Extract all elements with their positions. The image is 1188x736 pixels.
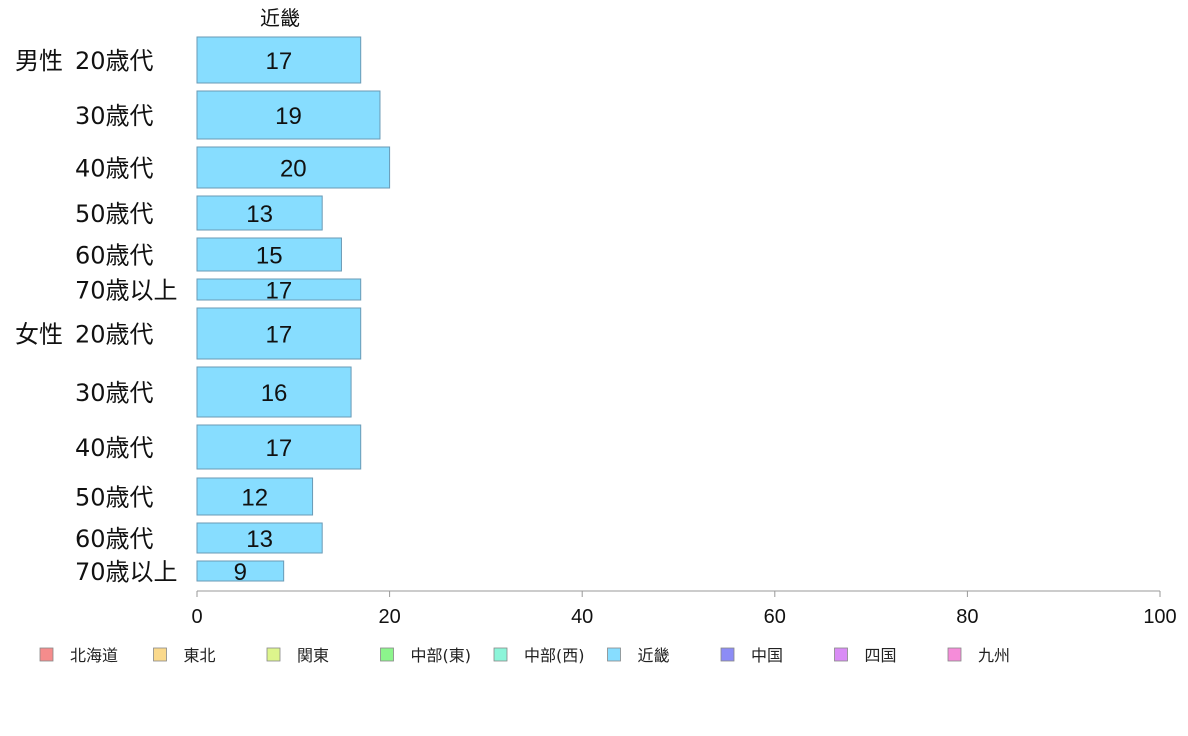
category-label: 20歳代 <box>75 321 154 349</box>
bar-value-label: 9 <box>234 559 247 586</box>
category-label: 50歳代 <box>75 484 154 512</box>
legend-swatch <box>380 647 394 662</box>
category-label: 30歳代 <box>75 102 154 130</box>
bar <box>196 560 285 582</box>
bar-value-label: 13 <box>246 201 273 228</box>
category-label: 70歳以上 <box>75 277 178 305</box>
legend-item-label: 四国 <box>865 646 897 665</box>
x-tick-label: 100 <box>1143 606 1176 628</box>
bar <box>196 146 391 189</box>
group-label: 女性 <box>15 321 63 349</box>
bar-value-label: 17 <box>266 278 293 305</box>
bar-value-label: 19 <box>275 103 302 130</box>
chart-title: 近畿 <box>260 6 300 30</box>
bar-value-label: 17 <box>266 322 293 349</box>
x-tick-label: 60 <box>764 606 786 628</box>
bar-value-label: 15 <box>256 243 283 270</box>
x-tick-label: 20 <box>378 606 400 628</box>
category-label: 40歳代 <box>75 434 154 462</box>
legend-swatch <box>39 647 54 662</box>
legend-swatch <box>834 647 848 662</box>
bar <box>196 522 323 554</box>
bar <box>196 278 362 301</box>
category-label: 70歳以上 <box>75 558 178 586</box>
legend-swatch <box>947 647 962 662</box>
bar-value-label: 17 <box>266 48 293 75</box>
bar <box>196 366 352 418</box>
x-tick-label: 80 <box>956 606 978 628</box>
legend-item-label: 九州 <box>978 646 1010 665</box>
legend-item-label: 関東 <box>297 646 329 665</box>
bar-value-label: 13 <box>246 526 273 553</box>
category-label: 50歳代 <box>75 200 154 228</box>
bar <box>196 424 362 470</box>
group-label: 男性 <box>15 47 63 75</box>
legend: 北海道 東北 関東 中部(東) 中部(西) 近畿 中国 四国 九州 <box>39 646 1010 665</box>
legend-item-label: 北海道 <box>70 646 118 665</box>
legend-item-label: 中部(西) <box>524 646 585 665</box>
category-label: 60歳代 <box>75 525 154 553</box>
x-tick-label: 0 <box>191 606 202 628</box>
bar-value-label: 17 <box>266 435 293 462</box>
bar <box>196 477 314 516</box>
bar <box>196 36 362 84</box>
legend-swatch <box>153 647 167 662</box>
bar-value-label: 12 <box>241 485 268 512</box>
bar-value-label: 16 <box>261 380 288 407</box>
legend-swatch <box>607 647 621 662</box>
bar <box>196 90 381 140</box>
bar-value-label: 20 <box>280 156 307 183</box>
legend-swatch <box>266 647 281 662</box>
category-label: 30歳代 <box>75 379 154 407</box>
x-tick-label: 40 <box>571 606 593 628</box>
legend-item-label: 近畿 <box>638 646 670 665</box>
bar <box>196 195 323 231</box>
category-label: 60歳代 <box>75 242 154 270</box>
legend-item-label: 中部(東) <box>411 646 472 665</box>
x-axis: 0 20 40 60 80 100 <box>191 590 1177 628</box>
category-label: 20歳代 <box>75 47 154 75</box>
bar <box>196 237 342 272</box>
category-label: 40歳代 <box>75 155 154 183</box>
legend-swatch <box>720 647 735 662</box>
bar <box>196 307 362 360</box>
legend-item-label: 中国 <box>751 646 783 665</box>
bars-layer: 1720歳代男性1930歳代2040歳代1350歳代1560歳代1770歳以上1… <box>15 36 391 586</box>
legend-item-label: 東北 <box>184 646 216 665</box>
legend-swatch <box>493 647 508 662</box>
